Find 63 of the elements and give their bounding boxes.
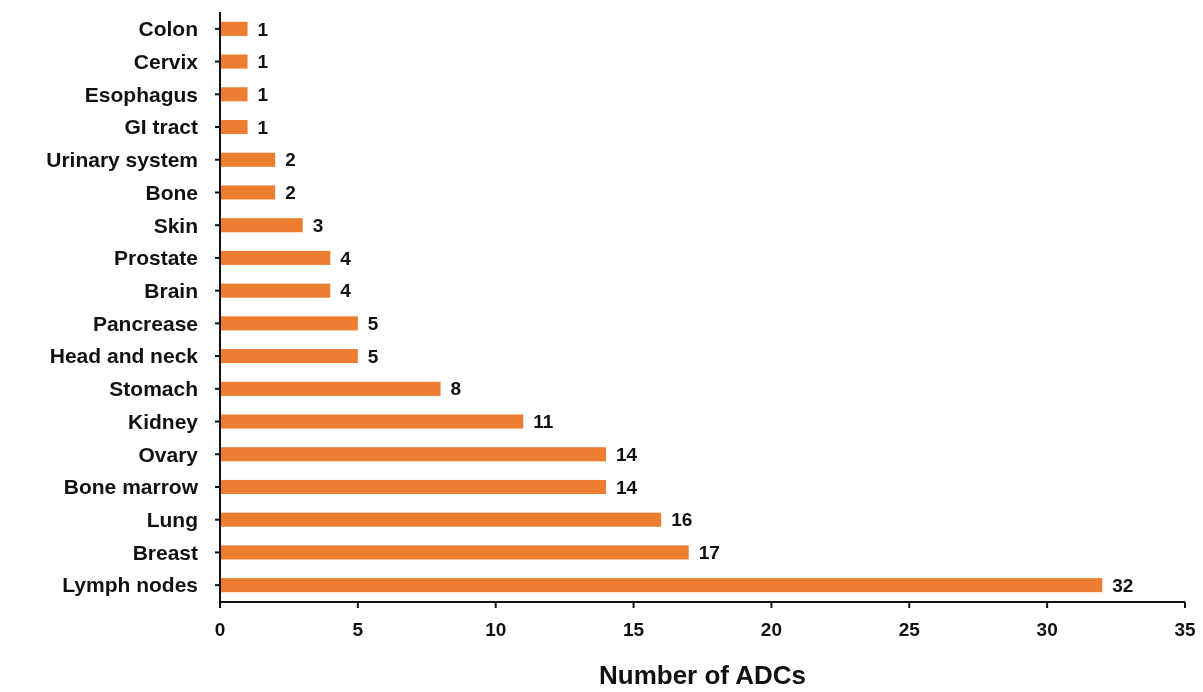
bar (220, 218, 303, 233)
bar (220, 87, 248, 102)
data-label: 2 (285, 182, 296, 204)
x-tick-label: 30 (1036, 619, 1058, 640)
x-tick-label: 10 (485, 619, 507, 640)
y-tick-label: Prostate (113, 246, 198, 270)
data-label: 14 (616, 443, 638, 465)
data-label: 14 (616, 476, 638, 498)
y-tick-label: Lymph nodes (62, 573, 198, 597)
bar (220, 185, 276, 200)
data-label: 1 (257, 83, 269, 105)
y-tick-label: Urinary system (46, 148, 198, 172)
data-label: 11 (533, 411, 554, 433)
bar (220, 283, 331, 298)
y-tick-label: Stomach (109, 377, 198, 401)
y-tick-label: Cervix (133, 49, 199, 73)
bar (220, 545, 689, 560)
data-label: 1 (257, 116, 269, 138)
y-tick-label: Head and neck (49, 344, 199, 368)
bar (220, 512, 662, 527)
data-label: 3 (312, 214, 324, 236)
y-tick-label: Bone (145, 180, 198, 204)
x-tick-label: 5 (352, 619, 364, 640)
y-tick-label: Ovary (138, 442, 199, 466)
data-label: 16 (671, 509, 693, 531)
bar (220, 54, 248, 69)
bar (220, 152, 276, 167)
y-tick-label: Lung (146, 508, 198, 532)
data-label: 2 (285, 149, 296, 171)
bar (220, 479, 606, 495)
x-tick-label: 15 (623, 619, 645, 640)
bar (220, 349, 358, 364)
data-label: 5 (367, 345, 379, 367)
data-label: 32 (1112, 574, 1134, 596)
y-tick-label: Pancrease (92, 311, 198, 335)
data-label: 1 (257, 18, 269, 40)
bar (220, 414, 524, 429)
bar (220, 250, 331, 265)
data-label: 4 (340, 280, 352, 302)
y-tick-label: GI tract (124, 115, 198, 139)
x-tick-label: 20 (760, 619, 782, 640)
bar (220, 381, 441, 396)
y-tick-label: Esophagus (84, 82, 198, 106)
data-label: 4 (340, 247, 352, 269)
y-tick-label: Skin (153, 213, 198, 237)
x-tick-label: 35 (1174, 619, 1196, 640)
data-label: 17 (698, 542, 720, 564)
data-label: 1 (257, 51, 269, 73)
bar (220, 316, 358, 331)
y-tick-label: Brain (144, 278, 198, 302)
y-tick-label: Breast (132, 540, 198, 564)
data-label: 8 (450, 378, 462, 400)
y-tick-label: Colon (138, 17, 198, 41)
bar (220, 119, 248, 135)
data-label: 5 (367, 313, 379, 335)
x-tick-label: 0 (214, 619, 226, 640)
bar (220, 21, 248, 36)
x-axis-title: Number of ADCs (598, 660, 807, 690)
bar (220, 447, 606, 462)
y-tick-label: Bone marrow (63, 475, 199, 499)
x-tick-label: 25 (898, 619, 921, 640)
y-tick-label: Kidney (127, 409, 199, 433)
bar (220, 578, 1103, 593)
